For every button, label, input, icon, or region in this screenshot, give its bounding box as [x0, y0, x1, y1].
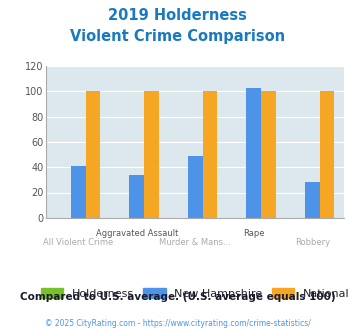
Bar	[71, 166, 86, 218]
Text: Compared to U.S. average. (U.S. average equals 100): Compared to U.S. average. (U.S. average …	[20, 292, 335, 302]
Text: Murder & Mans...: Murder & Mans...	[159, 238, 231, 247]
Text: Rape: Rape	[243, 229, 264, 238]
Bar	[144, 91, 159, 218]
Bar	[320, 91, 334, 218]
Text: © 2025 CityRating.com - https://www.cityrating.com/crime-statistics/: © 2025 CityRating.com - https://www.city…	[45, 319, 310, 328]
Text: Robbery: Robbery	[295, 238, 330, 247]
Bar	[261, 91, 275, 218]
Bar	[188, 156, 203, 218]
Text: Violent Crime Comparison: Violent Crime Comparison	[70, 29, 285, 44]
Text: All Violent Crime: All Violent Crime	[43, 238, 114, 247]
Bar	[246, 87, 261, 218]
Bar	[203, 91, 217, 218]
Bar	[305, 182, 320, 218]
Text: Aggravated Assault: Aggravated Assault	[95, 229, 178, 238]
Bar	[86, 91, 100, 218]
Text: 2019 Holderness: 2019 Holderness	[108, 8, 247, 23]
Legend: Holderness, New Hampshire, National: Holderness, New Hampshire, National	[37, 284, 354, 303]
Bar	[130, 175, 144, 218]
